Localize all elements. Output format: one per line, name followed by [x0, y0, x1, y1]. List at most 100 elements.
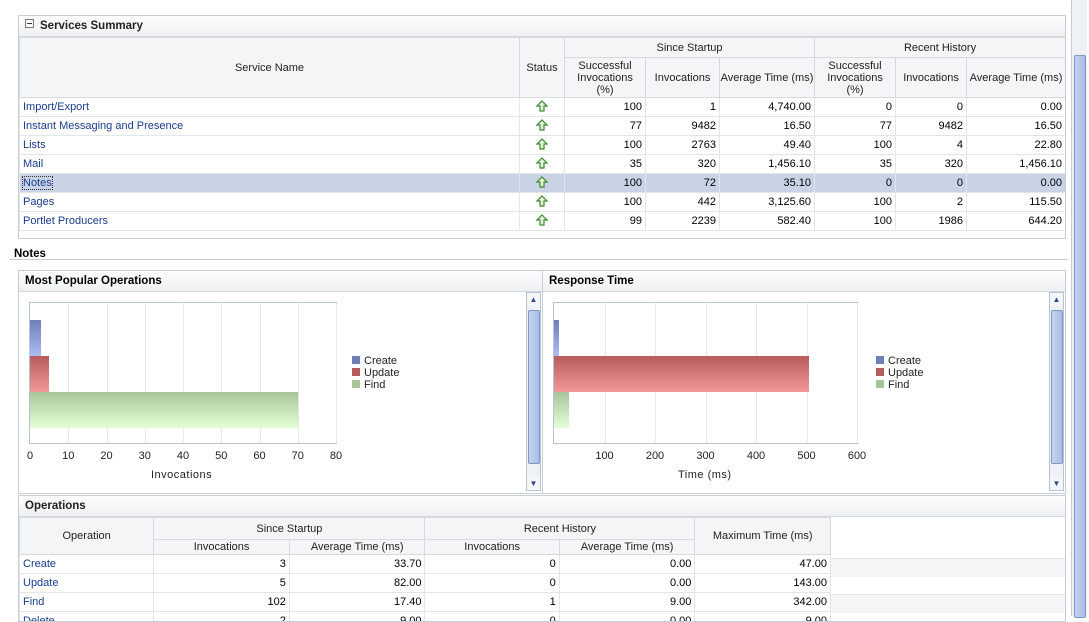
col-invocations[interactable]: Invocations — [154, 540, 290, 555]
legend-label: Find — [364, 379, 385, 391]
operation-link[interactable]: Delete — [23, 615, 55, 622]
operation-name-cell[interactable]: Find — [20, 593, 154, 612]
collapse-icon[interactable] — [25, 19, 34, 28]
col-maximum-time[interactable]: Maximum Time (ms) — [695, 518, 831, 555]
maximum-time-cell: 47.00 — [695, 555, 831, 574]
operation-name-cell[interactable]: Delete — [20, 612, 154, 622]
services-summary-panel: Services Summary Service Name Status Sin… — [18, 15, 1066, 239]
col-recent-invocations[interactable]: Invocations — [896, 58, 967, 98]
recent-successful-cell: 100 — [815, 136, 896, 155]
operation-link[interactable]: Find — [23, 596, 44, 608]
service-name-cell[interactable]: Portlet Producers — [20, 212, 520, 231]
scroll-up-icon[interactable]: ▲ — [1050, 293, 1063, 306]
recent-invocations-cell: 0 — [896, 174, 967, 193]
service-name-cell[interactable]: Import/Export — [20, 98, 520, 117]
service-name-cell[interactable]: Mail — [20, 155, 520, 174]
recent-invocations-cell: 0 — [425, 574, 559, 593]
status-cell — [520, 193, 565, 212]
legend-swatch — [352, 356, 360, 364]
chart-scrollbar[interactable]: ▲ ▼ — [526, 292, 541, 491]
average-time-cell: 49.40 — [720, 136, 815, 155]
chart-scrollbar[interactable]: ▲ ▼ — [1049, 292, 1064, 491]
col-status[interactable]: Status — [520, 38, 565, 98]
bar-update[interactable] — [554, 356, 809, 392]
service-name-cell[interactable]: Lists — [20, 136, 520, 155]
recent-invocations-cell: 0 — [425, 612, 559, 622]
x-tick-label: 100 — [595, 450, 613, 462]
service-name-cell[interactable]: Pages — [20, 193, 520, 212]
service-link[interactable]: Import/Export — [23, 101, 89, 113]
bar-find[interactable] — [554, 392, 569, 428]
service-link[interactable]: Portlet Producers — [23, 215, 108, 227]
operation-link[interactable]: Update — [23, 577, 58, 589]
x-tick-label: 20 — [100, 450, 112, 462]
scroll-down-icon[interactable]: ▼ — [1050, 477, 1063, 490]
bar-create[interactable] — [30, 320, 41, 356]
service-link[interactable]: Notes — [23, 177, 52, 189]
x-tick-label: 500 — [797, 450, 815, 462]
x-tick-label: 30 — [139, 450, 151, 462]
service-link[interactable]: Lists — [23, 139, 46, 151]
col-service-name[interactable]: Service Name — [20, 38, 520, 98]
page-scrollbar[interactable] — [1071, 0, 1087, 616]
bar-find[interactable] — [30, 392, 298, 428]
status-up-icon — [536, 179, 548, 191]
col-recent-successful-invocations[interactable]: Successful Invocations (%) — [815, 58, 896, 98]
col-operation[interactable]: Operation — [20, 518, 154, 555]
recent-invocations-cell: 320 — [896, 155, 967, 174]
service-name-cell[interactable]: Notes — [20, 174, 520, 193]
average-time-cell: 35.10 — [720, 174, 815, 193]
status-up-icon — [536, 103, 548, 115]
col-average-time[interactable]: Average Time (ms) — [720, 58, 815, 98]
gridline — [298, 303, 299, 443]
operations-title: Operations — [19, 496, 1065, 517]
service-link[interactable]: Instant Messaging and Presence — [23, 120, 183, 132]
operation-link[interactable]: Create — [23, 558, 56, 570]
operation-name-cell[interactable]: Update — [20, 574, 154, 593]
service-link[interactable]: Mail — [23, 158, 43, 170]
legend-item-create: Create — [876, 355, 923, 367]
col-average-time[interactable]: Average Time (ms) — [289, 540, 425, 555]
status-up-icon — [536, 122, 548, 134]
successful-cell: 100 — [565, 98, 646, 117]
service-link[interactable]: Pages — [23, 196, 54, 208]
operation-name-cell[interactable]: Create — [20, 555, 154, 574]
average-time-cell: 582.40 — [720, 212, 815, 231]
legend-swatch — [352, 368, 360, 376]
bar-create[interactable] — [554, 320, 559, 356]
page-scroll-thumb[interactable] — [1074, 55, 1086, 618]
col-successful-invocations[interactable]: Successful Invocations (%) — [565, 58, 646, 98]
scroll-down-icon[interactable]: ▼ — [527, 477, 540, 490]
bar-update[interactable] — [30, 356, 49, 392]
maximum-time-cell: 9.00 — [695, 612, 831, 622]
col-recent-average-time[interactable]: Average Time (ms) — [967, 58, 1066, 98]
col-invocations[interactable]: Invocations — [646, 58, 720, 98]
average-time-cell: 17.40 — [289, 593, 425, 612]
scroll-thumb[interactable] — [528, 310, 540, 464]
x-tick-label: 40 — [177, 450, 189, 462]
scroll-up-icon[interactable]: ▲ — [527, 293, 540, 306]
col-recent-average-time[interactable]: Average Time (ms) — [559, 540, 695, 555]
status-up-icon — [536, 198, 548, 210]
time-axis-title: Time (ms) — [678, 469, 732, 481]
services-summary-header[interactable]: Services Summary — [19, 16, 1065, 37]
invocations-plot-area — [29, 302, 337, 444]
services-summary-title: Services Summary — [40, 20, 143, 32]
invocations-cell: 9482 — [646, 117, 720, 136]
invocations-cell: 102 — [154, 593, 290, 612]
service-name-cell[interactable]: Instant Messaging and Presence — [20, 117, 520, 136]
col-recent-invocations[interactable]: Invocations — [425, 540, 559, 555]
scroll-thumb[interactable] — [1051, 310, 1063, 464]
average-time-cell: 4,740.00 — [720, 98, 815, 117]
